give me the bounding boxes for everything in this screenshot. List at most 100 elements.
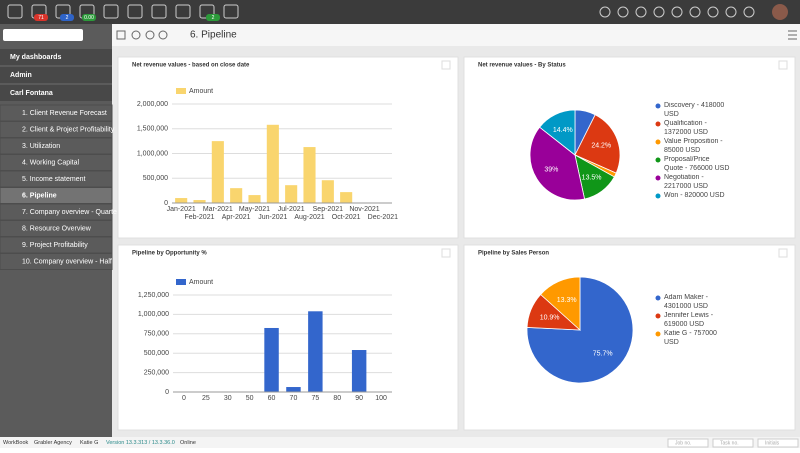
x-tick-label: 60: [268, 395, 276, 402]
legend-label: Negotiation - 2217000 USD: [664, 174, 708, 190]
status-text: WorkBook: [3, 440, 29, 446]
menu-label: 10. Company overview - Half: [22, 258, 112, 265]
legend-label: Katie G - 757000 USD: [664, 330, 717, 346]
panel-menu[interactable]: [441, 60, 451, 70]
legend-label: Value Proposition - 85000 USD: [664, 138, 723, 154]
panel-menu[interactable]: [441, 248, 451, 258]
legend-dot: [655, 331, 661, 337]
status-text: Version 13.3.313 / 13.3.36.0: [106, 440, 175, 446]
y-tick-label: 250,000: [144, 369, 169, 376]
x-tick-label: Feb-2021: [185, 214, 215, 221]
badge: [82, 14, 96, 21]
tool-icon[interactable]: [653, 6, 665, 18]
page-title: 6. Pipeline: [190, 30, 237, 41]
legend-entry: Jennifer Lewis - 619000 USD: [664, 312, 713, 328]
y-tick-label: 1,000,000: [138, 311, 169, 318]
section-label: Carl Fontana: [10, 90, 53, 97]
section-label: My dashboards: [10, 54, 61, 61]
status-input[interactable]: [712, 438, 754, 448]
y-tick-label: 1,500,000: [137, 126, 168, 133]
x-tick-label: 100: [375, 395, 387, 402]
tool-icon[interactable]: [671, 6, 683, 18]
bar: [286, 387, 301, 392]
tool-icon[interactable]: [635, 6, 647, 18]
bar: [211, 141, 224, 203]
x-tick-label: Nov-2021: [349, 206, 379, 213]
y-tick-label: 1,250,000: [138, 292, 169, 299]
legend-label: Amount: [189, 88, 213, 95]
legend-label: Won - 820000 USD: [664, 192, 725, 199]
section-header[interactable]: [0, 67, 112, 83]
y-tick-label: 500,000: [143, 175, 168, 182]
bar: [340, 192, 353, 203]
x-tick-label: 0: [182, 395, 186, 402]
bar: [193, 200, 206, 203]
status-text: Katie G: [80, 440, 98, 446]
chart-title: Net revenue values - based on close date: [132, 63, 250, 69]
x-tick-label: Sep-2021: [313, 206, 343, 213]
legend-entry: Value Proposition - 85000 USD: [664, 138, 723, 154]
tool-icon[interactable]: [743, 6, 755, 18]
input-placeholder: Job no.: [675, 440, 691, 446]
status-text: Grabler Agency: [34, 440, 72, 446]
legend-dot: [655, 175, 661, 181]
y-tick-label: 750,000: [144, 331, 169, 338]
y-tick-label: 2,000,000: [137, 101, 168, 108]
section-label: Admin: [10, 72, 32, 79]
tool-icon[interactable]: [725, 6, 737, 18]
x-tick-label: 90: [355, 395, 363, 402]
bar: [248, 195, 261, 203]
legend-dot: [655, 157, 661, 163]
legend-swatch: [176, 279, 186, 285]
x-tick-label: Apr-2021: [222, 214, 251, 221]
x-tick-label: Jan-2021: [167, 206, 196, 213]
legend-label: Amount: [189, 279, 213, 286]
slice-label: 10.9%: [540, 314, 560, 321]
status-text: Online: [180, 440, 196, 446]
bar: [308, 311, 323, 392]
nav-icon[interactable]: [151, 4, 167, 19]
nav-icon[interactable]: [223, 4, 239, 19]
nav-icon[interactable]: [103, 4, 119, 19]
menu-label: 5. Income statement: [22, 176, 85, 183]
section-header[interactable]: [0, 49, 112, 65]
panel: [463, 56, 796, 239]
badge-label: 0.00: [84, 15, 94, 21]
pie-slice: [574, 114, 621, 174]
status-input[interactable]: [667, 438, 709, 448]
legend-swatch: [176, 88, 186, 94]
nav-icon[interactable]: [7, 4, 23, 19]
search-box[interactable]: [3, 29, 83, 41]
status-input[interactable]: [757, 438, 799, 448]
bar: [351, 350, 367, 392]
bar: [321, 180, 334, 203]
tool-icon[interactable]: [707, 6, 719, 18]
statusbar: [0, 437, 800, 448]
slice-label: 13.3%: [557, 297, 577, 304]
panel-menu[interactable]: [778, 248, 788, 258]
bar: [303, 147, 316, 203]
x-tick-label: Jun-2021: [258, 214, 287, 221]
slice-label: 14.4%: [553, 127, 573, 134]
legend-entry: Negotiation - 2217000 USD: [664, 174, 708, 190]
nav-icon[interactable]: [127, 4, 143, 19]
section-header[interactable]: [0, 85, 112, 101]
tool-icon[interactable]: [599, 6, 611, 18]
toolbar: [112, 24, 800, 46]
tool-icon[interactable]: [689, 6, 701, 18]
x-tick-label: Jul-2021: [278, 206, 305, 213]
menu-label: 7. Company overview - Quarte: [22, 209, 117, 216]
bar: [264, 327, 279, 392]
legend-entry: Adam Maker - 4301000 USD: [664, 294, 708, 310]
x-tick-label: Oct-2021: [332, 214, 361, 221]
menu-item[interactable]: [0, 253, 113, 270]
tool-icon[interactable]: [617, 6, 629, 18]
legend-dot: [655, 121, 661, 127]
x-tick-label: 80: [333, 395, 341, 402]
x-tick-label: May-2021: [239, 206, 270, 213]
legend-entry: Qualification - 1372000 USD: [664, 120, 708, 136]
nav-icon[interactable]: [175, 4, 191, 19]
bar: [285, 185, 298, 203]
panel-menu[interactable]: [778, 60, 788, 70]
